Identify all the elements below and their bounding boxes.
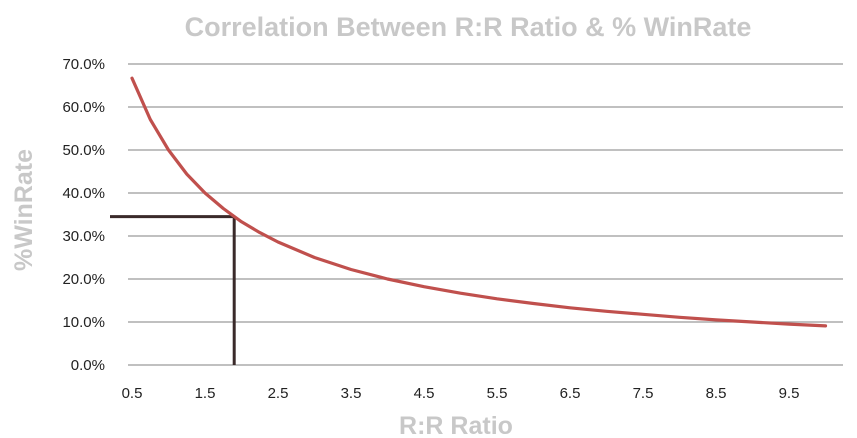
x-tick-label: 2.5 — [268, 385, 289, 402]
y-tick-label: 60.0% — [62, 99, 105, 116]
series-group — [130, 76, 828, 328]
x-tick-label: 1.5 — [195, 385, 216, 402]
x-tick-label: 5.5 — [487, 385, 508, 402]
annotation-lines — [110, 215, 236, 365]
y-axis-title: %WinRate — [10, 149, 38, 271]
y-tick-label: 50.0% — [62, 142, 105, 159]
tick-labels: 0.0% 10.0% 20.0% 30.0% 40.0% 50.0% 60.0% 70.0% 0… — [62, 56, 799, 402]
y-tick-label: 40.0% — [62, 185, 105, 202]
y-tick-label: 70.0% — [62, 56, 105, 73]
x-tick-label: 0.5 — [122, 385, 143, 402]
y-tick-label: 20.0% — [62, 271, 105, 288]
x-tick-label: 8.5 — [706, 385, 727, 402]
x-tick-label: 3.5 — [341, 385, 362, 402]
x-tick-label: 9.5 — [779, 385, 800, 402]
series-line — [130, 76, 828, 328]
y-tick-label: 30.0% — [62, 228, 105, 245]
gridlines — [128, 63, 843, 366]
x-tick-label: 6.5 — [560, 385, 581, 402]
x-tick-label: 4.5 — [414, 385, 435, 402]
y-tick-label: 0.0% — [71, 357, 105, 374]
x-tick-label: 7.5 — [633, 385, 654, 402]
y-tick-label: 10.0% — [62, 314, 105, 331]
x-axis-title: R:R Ratio — [399, 412, 513, 438]
chart-title: Correlation Between R:R Ratio & % WinRat… — [185, 12, 752, 42]
